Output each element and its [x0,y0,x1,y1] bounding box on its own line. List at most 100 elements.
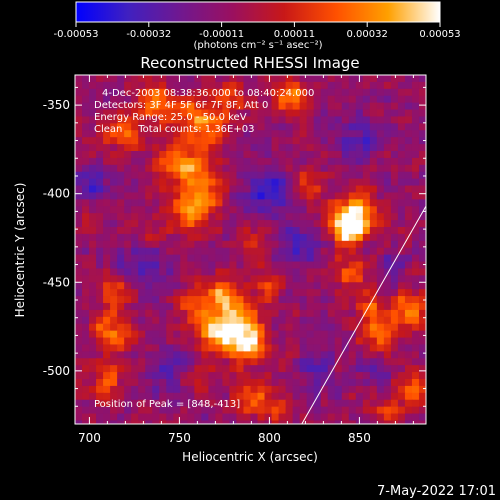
heatmap-cell [285,385,294,394]
colorbar-gradient [75,1,441,23]
heatmap-cell [208,102,216,111]
heatmap-cell [152,116,160,124]
heatmap-cell [299,330,308,339]
heatmap-cell [173,240,181,249]
heatmap-cell [243,358,252,366]
heatmap-cell [390,151,399,159]
heatmap-cell [201,151,209,159]
heatmap-cell [397,116,406,124]
heatmap-cell [390,157,399,166]
heatmap-cell [320,171,329,180]
heatmap-cell [215,379,224,387]
heatmap-cell [82,399,90,408]
heatmap-cell [152,164,160,173]
heatmap-cell [348,157,357,166]
heatmap-cell [250,192,259,200]
heatmap-cell [320,289,329,297]
heatmap-cell [152,199,160,207]
heatmap-cell [236,385,245,394]
heatmap-cell [131,309,139,318]
heatmap-cell [124,392,132,401]
heatmap-cell [208,385,216,394]
heatmap-cell [82,303,90,311]
heatmap-cell [348,240,357,249]
heatmap-cell [243,268,252,276]
heatmap-cell [187,206,195,214]
heatmap-cell [89,379,97,387]
heatmap-cell [292,164,301,173]
heatmap-cell [320,309,329,318]
heatmap-cell [306,351,315,359]
heatmap-cell [397,275,406,283]
heatmap-cell [243,157,252,166]
heatmap-cell [271,178,280,187]
heatmap-cell [75,316,83,325]
heatmap-cell [117,372,125,380]
heatmap-cell [145,206,153,214]
heatmap-cell [327,289,336,297]
heatmap-cell [138,379,146,387]
heatmap-cell [131,116,139,124]
heatmap-cell [159,372,167,380]
heatmap-cell [159,268,167,276]
heatmap-cell [327,227,336,235]
heatmap-cell [180,81,188,90]
heatmap-cell [194,102,202,111]
heatmap-cell [327,75,336,83]
heatmap-cell [348,379,357,387]
heatmap-cell [369,233,378,242]
heatmap-cell [215,282,224,290]
heatmap-cell [292,151,301,159]
heatmap-cell [229,358,238,366]
heatmap-cell [208,240,216,249]
heatmap-cell [418,192,426,200]
heatmap-cell [306,296,315,304]
heatmap-cell [131,365,139,373]
heatmap-cell [236,213,245,221]
heatmap-cell [145,399,153,408]
heatmap-cell [418,109,426,118]
heatmap-cell [369,220,378,228]
heatmap-cell [397,372,406,380]
heatmap-cell [103,268,111,276]
heatmap-cell [89,351,97,359]
heatmap-cell [264,213,273,221]
heatmap-cell [341,109,350,118]
heatmap-cell [131,337,139,346]
heatmap-cell [173,178,181,187]
heatmap-cell [180,88,188,97]
heatmap-cell [138,88,146,97]
heatmap-cell [313,123,322,131]
heatmap-cell [292,316,301,325]
heatmap-cell [418,178,426,187]
heatmap-cell [201,75,209,83]
heatmap-cell [362,185,371,194]
heatmap-cell [334,406,343,415]
heatmap-cell [341,323,350,332]
heatmap-cell [236,337,245,346]
heatmap-cell [369,282,378,290]
heatmap-cell [82,130,90,138]
heatmap-cell [285,399,294,408]
heatmap-cell [117,192,125,200]
heatmap-cell [201,233,209,242]
heatmap-cell [369,254,378,263]
heatmap-cell [376,81,385,90]
heatmap-cell [271,137,280,145]
heatmap-cell [222,420,231,424]
heatmap-cell [313,240,322,249]
heatmap-cell [103,289,111,297]
heatmap-cell [166,123,174,131]
heatmap-cell [236,81,245,90]
heatmap-cell [166,303,174,311]
heatmap-cell [103,330,111,339]
heatmap-cell [215,330,224,339]
heatmap-cell [376,220,385,228]
heatmap-cell [201,171,209,180]
heatmap-cell [201,144,209,152]
heatmap-cell [124,282,132,290]
heatmap-cell [334,199,343,207]
heatmap-cell [180,102,188,111]
heatmap-cell [229,185,238,194]
heatmap-cell [404,282,413,290]
